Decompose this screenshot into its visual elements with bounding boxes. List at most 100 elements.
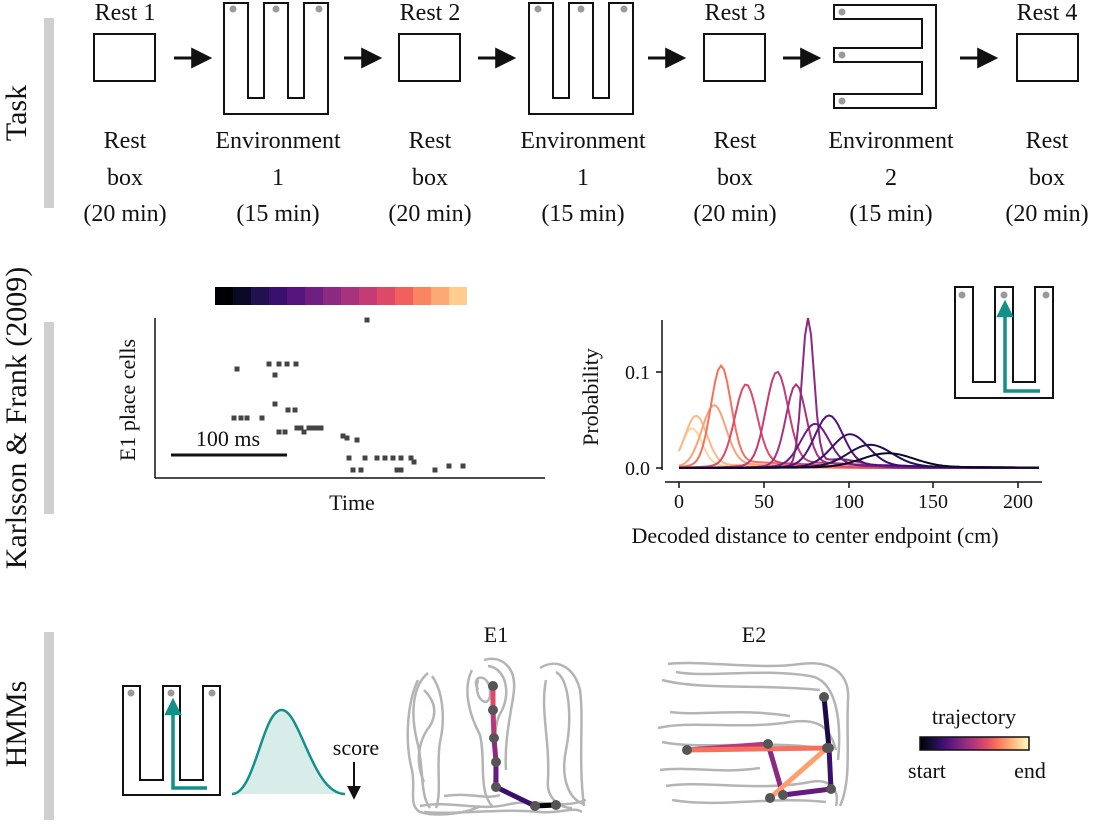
trajectory-node (488, 681, 498, 691)
reward-well-icon (1042, 291, 1050, 299)
row-labels: Task Karlsson & Frank (2009) HMMs (0, 18, 54, 820)
e1-gray-paths (406, 657, 587, 816)
stage-environment-1a: Environment 1 (15 min) (215, 2, 341, 227)
stage-line-2: box (412, 165, 448, 191)
task-row-bar (44, 18, 54, 208)
spike-mark (238, 415, 244, 421)
stage-line-1: Rest (409, 128, 452, 154)
hmm-schematic: score (122, 685, 379, 800)
colorbar-end: end (1014, 758, 1046, 783)
spike-mark (411, 459, 417, 465)
spike-mark (284, 361, 290, 367)
spike-mark (344, 435, 350, 441)
trajectory-segment (821, 694, 832, 751)
reward-well-icon (838, 8, 846, 16)
trajectory-node (491, 782, 501, 792)
spike-mark (394, 467, 400, 473)
trajectory-node (488, 705, 498, 715)
probability-plot: 0.1 0.0 Probability 0 50 100 150 200 Dec… (578, 286, 1054, 548)
prob-ytick: 0.0 (625, 458, 650, 480)
trajectory-segment (780, 786, 834, 798)
scalebar-label: 100 ms (196, 426, 260, 451)
stage-title: Rest 2 (400, 0, 461, 26)
spike-mark (346, 455, 352, 461)
reward-well-icon (167, 689, 175, 697)
spike-mark (446, 463, 452, 469)
spike-mark (460, 463, 466, 469)
spike-mark (231, 415, 237, 421)
stage-title: Rest 3 (705, 0, 766, 26)
task-sequence: Rest 1 Rest box (20 min) Environment 1 (… (83, 0, 1088, 227)
e2-trajectory (682, 692, 836, 803)
stage-line-2: 1 (272, 165, 284, 191)
spike-mark (282, 429, 288, 435)
reward-well-icon (620, 5, 628, 13)
stage-line-1: Environment (215, 128, 341, 154)
spike-mark (285, 407, 291, 413)
prob-xlabel: Decoded distance to center endpoint (cm) (631, 523, 998, 548)
trajectory-node (491, 757, 501, 767)
trajectory-node (826, 784, 836, 794)
score-label: score (333, 735, 379, 760)
trajectory-node (551, 800, 561, 810)
score-distribution-fill (232, 709, 345, 794)
spike-mark (390, 455, 396, 461)
trajectory-segment (826, 745, 834, 792)
spike-mark (358, 467, 364, 473)
stage-line-2: box (717, 165, 753, 191)
stage-line-3: (20 min) (83, 201, 166, 227)
stage-line-1: Rest (104, 128, 147, 154)
row-label-kf: Karlsson & Frank (2009) (0, 267, 33, 569)
stage-line-2: 2 (885, 165, 897, 191)
spike-mark (374, 455, 380, 461)
spike-mark (266, 361, 272, 367)
trajectory-node (819, 692, 829, 702)
prob-xtick: 0 (674, 491, 684, 513)
stage-rest-2: Rest 2 Rest box (20 min) (388, 0, 471, 227)
trajectory-node (489, 733, 499, 743)
stage-rest-1: Rest 1 Rest box (20 min) (83, 0, 166, 227)
spike-mark (408, 455, 414, 461)
reward-well-icon (127, 689, 135, 697)
color-strip (215, 287, 467, 305)
reward-well-icon (272, 5, 280, 13)
probability-curves (678, 317, 1039, 469)
stage-line-3: (20 min) (693, 201, 776, 227)
trajectory-node (682, 745, 692, 755)
rest-box-icon (1016, 33, 1079, 82)
spike-mark (292, 407, 298, 413)
row-label-task: Task (0, 85, 33, 141)
e-maze-icon (833, 4, 937, 109)
stage-rest-3: Rest 3 Rest box (20 min) (693, 0, 776, 227)
stage-line-3: (15 min) (236, 201, 319, 227)
raster-ylabel: E1 place cells (115, 339, 140, 461)
spike-mark (318, 425, 324, 431)
colorbar-start: start (908, 758, 946, 783)
spike-mark (276, 361, 282, 367)
e1-trajectory (488, 681, 561, 811)
stage-line-1: Rest (1026, 128, 1069, 154)
prob-ytick: 0.1 (625, 362, 650, 384)
spike-mark (362, 455, 368, 461)
trajectory-node (822, 743, 832, 753)
reward-well-icon (534, 5, 542, 13)
stage-line-1: Environment (520, 128, 646, 154)
reward-well-icon (315, 5, 323, 13)
kf-row-bar (44, 322, 54, 514)
spike-mark (354, 437, 360, 443)
trajectory-segment (684, 745, 830, 753)
spike-mark (293, 361, 299, 367)
maze-inset (954, 286, 1054, 399)
rest-box-icon (398, 33, 461, 82)
stage-line-2: 1 (577, 165, 589, 191)
hmm-row-bar (44, 632, 54, 820)
spike-mark (294, 425, 300, 431)
prob-xtick: 100 (834, 491, 864, 513)
reward-well-icon (838, 97, 846, 105)
spike-mark (314, 425, 320, 431)
reward-well-icon (577, 5, 585, 13)
stage-line-2: box (1029, 165, 1065, 191)
trajectory-segment (767, 745, 830, 801)
colorbar-title: trajectory (932, 704, 1016, 729)
stage-line-1: Environment (828, 128, 954, 154)
